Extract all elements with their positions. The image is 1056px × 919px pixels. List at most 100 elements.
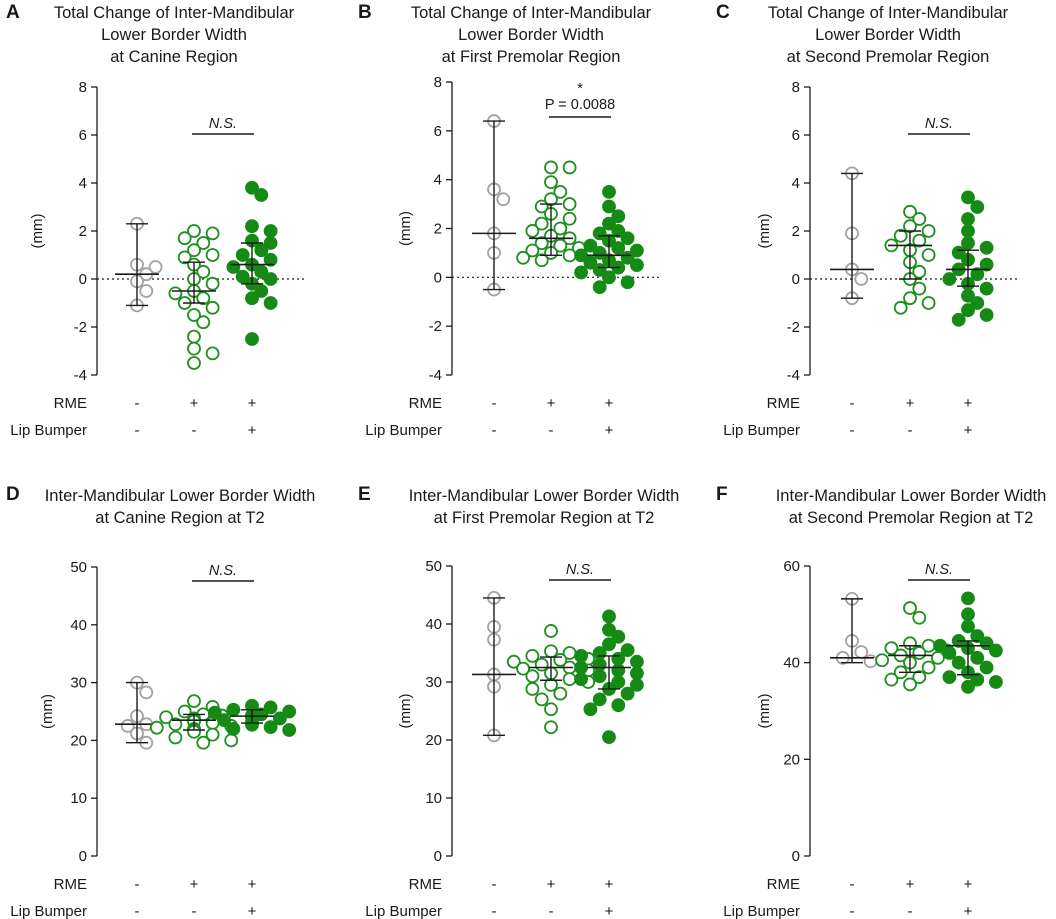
data-point [611,241,626,255]
lip-bumper-marker: + [605,903,614,919]
data-point [263,700,278,715]
data-point [921,224,936,238]
data-point [245,219,259,234]
group-rme [884,204,936,315]
panel-A: A Total Change of Inter-Mandibular Lower B… [6,2,304,439]
panel-letter: C [716,2,730,23]
rme-row-label: RME [767,395,800,412]
data-point [544,702,558,717]
data-point [630,258,644,273]
data-point [245,180,259,195]
data-point [217,713,232,728]
rme-row-label: RME [409,395,442,412]
data-point [921,296,936,310]
data-point [912,646,927,660]
data-point [562,197,577,211]
data-point [574,672,588,686]
chart-title-line: Lower Border Width [815,26,961,44]
lip-bumper-marker: + [964,903,973,919]
group-control [472,591,516,743]
chart-title-line: Lower Border Width [458,26,604,44]
data-point [970,296,985,310]
data-point [854,645,869,659]
lip-bumper-marker: - [850,422,855,439]
rme-marker: - [492,395,497,412]
data-point [611,698,626,713]
data-point [942,646,957,660]
data-point [630,243,644,258]
data-point [207,705,222,720]
data-point [970,650,985,665]
data-point [961,607,975,622]
y-tick-label: 6 [79,127,87,144]
data-point [961,236,975,250]
data-point [534,236,549,251]
data-point [921,248,936,262]
lip-bumper-row-label: Lip Bumper [10,422,87,439]
y-tick-label: -2 [429,318,442,335]
chart-title-line: Lower Border Width [101,26,247,44]
data-point [970,200,985,214]
y-tick-label: 40 [783,655,800,672]
y-tick-label: 50 [425,558,442,575]
rme-marker: + [906,395,915,412]
y-tick-label: 10 [425,790,442,807]
y-tick-label: 8 [434,74,442,91]
data-point [592,657,607,672]
data-point [574,265,588,280]
data-point [544,720,558,735]
data-point [562,672,577,686]
chart-title-line: Inter-Mandibular Lower Border Width [409,487,680,505]
data-point [884,672,899,687]
data-point [177,250,192,265]
data-point [931,650,945,665]
lip-bumper-marker: + [964,422,973,439]
lip-bumper-row-label: Lip Bumper [723,422,800,439]
lip-bumper-row-label: Lip Bumper [723,903,800,919]
lip-bumper-marker: - [908,903,913,919]
lip-bumper-marker: + [248,903,257,919]
rme-row-label: RME [54,876,87,893]
panel-letter: B [358,2,372,23]
data-point [263,236,278,250]
data-point [611,209,626,224]
data-point [263,224,278,238]
data-point [196,291,211,306]
group-rme-lip-bumper [942,190,994,327]
data-point [272,711,287,726]
data-point [912,281,927,296]
data-point [592,280,607,295]
p-value-label: P = 0.0088 [545,97,615,113]
data-point [254,243,269,258]
lip-bumper-row-label: Lip Bumper [365,422,442,439]
lip-bumper-marker: + [248,422,257,439]
rme-marker: + [190,876,199,893]
panel-letter: D [6,484,20,505]
data-point [282,723,297,737]
data-point [602,637,616,652]
data-point [611,663,626,678]
data-point [630,666,644,681]
data-point [961,212,975,226]
data-point [516,661,530,676]
rme-marker: - [850,395,855,412]
data-point [168,286,183,301]
group-rme-lip-bumper [574,609,644,744]
rme-marker: - [135,395,140,412]
data-point [254,264,269,279]
y-tick-label: 0 [792,271,800,288]
group-control [115,216,163,313]
y-tick-label: 50 [70,559,87,576]
group-rme [875,601,955,692]
group-control [830,166,874,306]
data-point [562,160,577,175]
data-point [553,184,568,199]
data-point [525,243,540,258]
data-point [970,672,985,687]
data-point [149,720,164,735]
lip-bumper-marker: - [492,903,497,919]
data-point [187,356,201,370]
y-tick-label: 30 [70,675,87,692]
lip-bumper-marker: - [135,903,140,919]
data-point [187,224,201,238]
